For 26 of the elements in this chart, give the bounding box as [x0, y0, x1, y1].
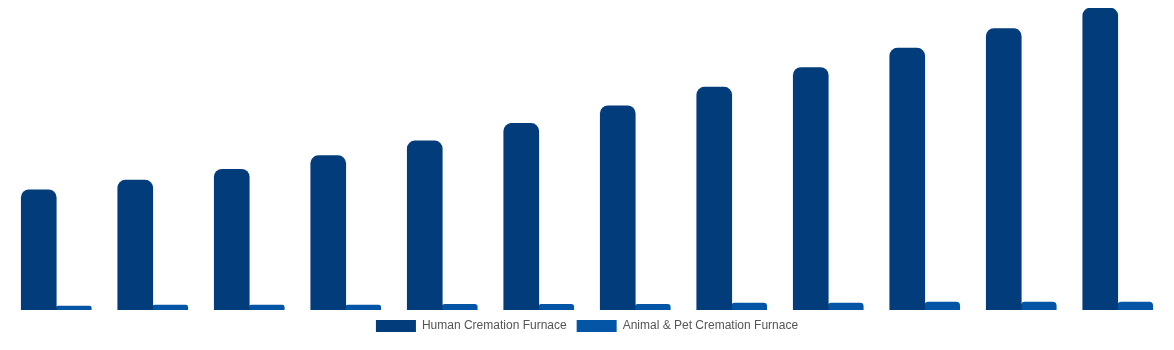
legend-label: Animal & Pet Cremation Furnace: [622, 318, 799, 333]
bar: [731, 302, 768, 310]
bar: [599, 105, 636, 310]
bar: [889, 47, 926, 310]
bar: [20, 189, 57, 310]
bar: [1020, 301, 1057, 310]
bar: [345, 304, 382, 310]
bar: [248, 304, 285, 310]
bar: [213, 168, 250, 310]
bar: [1117, 301, 1154, 310]
bar: [55, 305, 92, 310]
bar: [985, 28, 1022, 310]
bar: [696, 86, 733, 310]
bar: [792, 67, 829, 310]
bar: [406, 140, 443, 310]
bar: [1082, 8, 1119, 310]
legend-label: Human Cremation Furnace: [421, 318, 567, 333]
bar: [924, 301, 961, 310]
bar: [503, 123, 540, 310]
bar: [441, 303, 478, 310]
bar: [152, 304, 189, 310]
bar: [538, 303, 575, 310]
bar: [117, 179, 154, 310]
bar: [827, 302, 864, 310]
bar: [310, 155, 347, 310]
bar: [634, 303, 671, 310]
